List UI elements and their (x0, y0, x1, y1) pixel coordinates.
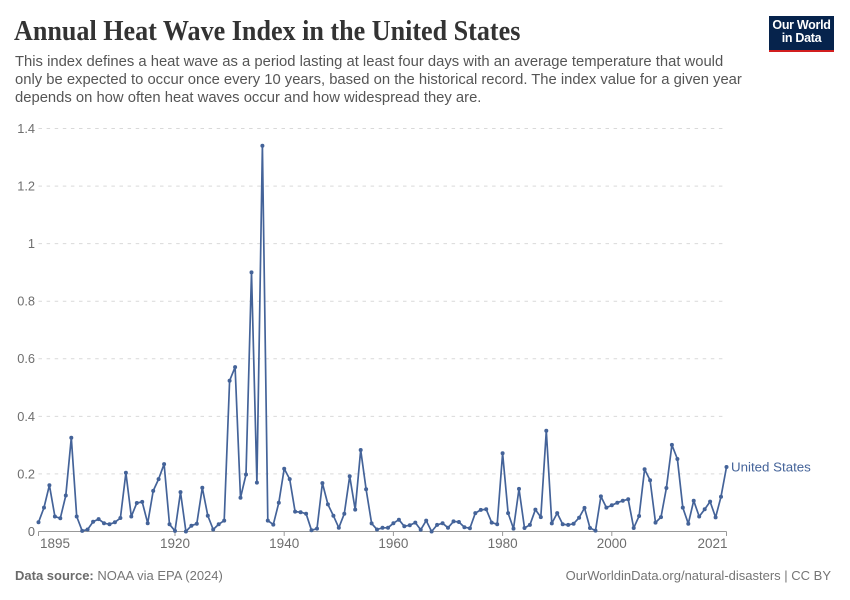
svg-text:0.2: 0.2 (17, 466, 35, 481)
svg-text:1980: 1980 (488, 536, 518, 551)
svg-text:1960: 1960 (378, 536, 408, 551)
svg-text:2000: 2000 (597, 536, 627, 551)
svg-text:0.4: 0.4 (17, 409, 35, 424)
svg-text:1920: 1920 (160, 536, 190, 551)
svg-text:1.2: 1.2 (17, 179, 35, 194)
svg-text:0.8: 0.8 (17, 294, 35, 309)
svg-text:1895: 1895 (40, 536, 70, 551)
svg-text:United States: United States (731, 459, 811, 474)
svg-text:0: 0 (28, 524, 35, 539)
svg-text:1.4: 1.4 (17, 121, 35, 136)
svg-text:0.6: 0.6 (17, 351, 35, 366)
svg-text:1940: 1940 (269, 536, 299, 551)
svg-text:2021: 2021 (697, 536, 727, 551)
svg-text:1: 1 (28, 236, 35, 251)
